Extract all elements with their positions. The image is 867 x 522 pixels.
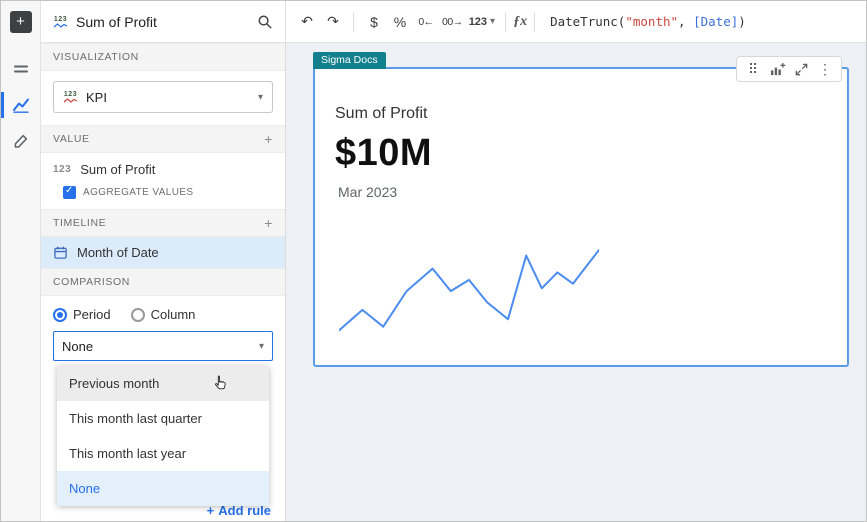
format-marker-icon: [14, 134, 28, 148]
comparison-mode-radios: Period Column: [41, 296, 285, 331]
section-comparison: COMPARISON: [41, 268, 285, 296]
formula-token: ,: [678, 14, 694, 29]
increase-decimals-button[interactable]: 00→: [442, 15, 463, 28]
pages-icon: [13, 65, 28, 73]
add-timeline-icon[interactable]: +: [264, 215, 273, 231]
sparkline-chart: [339, 241, 599, 345]
visualization-type-value: KPI: [86, 89, 107, 105]
element-title: Sum of Profit: [76, 13, 157, 30]
kpi-value: $10M: [335, 132, 433, 174]
section-visualization-label: VISUALIZATION: [53, 51, 139, 63]
number-format-dropdown[interactable]: 123 ▾: [466, 8, 498, 36]
radio-period-label: Period: [73, 307, 111, 322]
visualization-type-select[interactable]: 123 KPI ▾: [53, 81, 273, 113]
comparison-menu-option[interactable]: Previous month: [57, 366, 269, 401]
currency-format-button[interactable]: $: [370, 13, 378, 30]
value-field-row[interactable]: 123 Sum of Profit: [41, 153, 285, 182]
section-value-label: VALUE: [53, 133, 90, 145]
decrease-decimals-button[interactable]: 0←: [418, 15, 434, 28]
chevron-down-icon: ▾: [490, 16, 496, 27]
number-format-label: 123: [468, 15, 488, 28]
fx-icon: ƒx: [513, 13, 528, 29]
comparison-select-wrap: None ▾ Previous month This month last qua…: [53, 331, 273, 506]
aggregate-values-checkbox[interactable]: [63, 185, 76, 199]
comparison-menu-option[interactable]: None: [57, 471, 269, 506]
kpi-element-icon: 123: [53, 16, 68, 28]
kpi-period: Mar 2023: [338, 184, 398, 200]
rail-item-format[interactable]: [1, 123, 40, 159]
redo-button[interactable]: ↷: [327, 13, 339, 29]
radio-period-dot: [53, 307, 67, 322]
add-element-button[interactable]: +: [9, 11, 32, 33]
rail-item-elements[interactable]: [1, 87, 40, 123]
rail-item-pages[interactable]: [1, 51, 40, 87]
divider: [505, 11, 507, 32]
comparison-menu-option[interactable]: This month last year: [69, 446, 187, 461]
search-icon[interactable]: [257, 14, 273, 30]
radio-column-dot: [130, 307, 145, 322]
divider: [534, 11, 536, 32]
comparison-select-value: None: [62, 338, 94, 354]
formula-input[interactable]: DateTrunc("month", [Date]): [542, 14, 858, 29]
workbook-canvas[interactable]: Sigma Docs ⠿: [286, 43, 866, 521]
aggregate-values-label: AGGREGATE VALUES: [83, 187, 194, 198]
add-chart-icon[interactable]: [765, 57, 789, 81]
calendar-icon: [54, 246, 67, 259]
kpi-title: Sum of Profit: [335, 105, 428, 122]
chevron-down-icon: ▾: [258, 340, 264, 352]
section-visualization: VISUALIZATION: [41, 43, 285, 71]
comparison-select[interactable]: None ▾: [53, 331, 273, 361]
element-editor-panel: 123 Sum of Profit VISUALIZATION 123 KPI …: [41, 1, 286, 521]
drag-handle-icon[interactable]: ⠿: [747, 60, 759, 77]
formula-toolbar: ↶ ↷ $ % 0← 00→ 123 ▾ ƒx DateTrunc("month…: [286, 1, 866, 43]
element-controls: ⠿ ⋮: [736, 56, 842, 82]
comparison-menu-option[interactable]: This month last quarter: [69, 411, 202, 426]
element-source-badge[interactable]: Sigma Docs: [313, 52, 386, 69]
radio-column[interactable]: Column: [130, 307, 196, 322]
maximize-icon[interactable]: [789, 57, 813, 81]
radio-column-label: Column: [150, 307, 196, 322]
formula-token: [Date]: [693, 14, 739, 29]
undo-button[interactable]: ↶: [301, 13, 313, 29]
main-area: ↶ ↷ $ % 0← 00→ 123 ▾ ƒx DateTrunc("month…: [286, 1, 866, 521]
add-rule-label: Add rule: [218, 503, 271, 518]
section-comparison-label: COMPARISON: [53, 276, 130, 288]
value-field-label: Sum of Profit: [80, 162, 156, 177]
formula-token: DateTrunc(: [550, 14, 626, 29]
plus-icon: +: [206, 503, 215, 518]
kebab-menu-icon[interactable]: ⋮: [818, 60, 832, 77]
formula-token: ): [738, 14, 746, 29]
section-timeline: TIMELINE +: [41, 209, 285, 237]
panel-header: 123 Sum of Profit: [41, 1, 285, 43]
add-rule-link[interactable]: + Add rule: [207, 503, 271, 518]
timeline-field-label: Month of Date: [77, 245, 159, 260]
section-timeline-label: TIMELINE: [53, 217, 107, 229]
radio-period[interactable]: Period: [53, 307, 111, 322]
aggregate-values-row: AGGREGATE VALUES: [41, 182, 285, 209]
formula-token: "month": [625, 14, 679, 29]
timeline-field-row[interactable]: Month of Date: [41, 237, 285, 268]
number-type-icon: 123: [53, 164, 72, 175]
mouse-cursor-icon: [215, 375, 226, 390]
left-rail: +: [1, 1, 41, 521]
divider: [353, 11, 354, 32]
add-value-icon[interactable]: +: [264, 131, 273, 147]
section-value: VALUE +: [41, 125, 285, 153]
comparison-menu: Previous month This month last quarter Thi…: [57, 366, 269, 506]
chevron-down-icon: ▾: [257, 91, 263, 103]
chart-elements-icon: [12, 98, 29, 113]
percent-format-button[interactable]: %: [393, 13, 407, 30]
kpi-type-icon: 123: [63, 91, 78, 103]
kpi-card[interactable]: ⠿ ⋮: [313, 56, 849, 367]
